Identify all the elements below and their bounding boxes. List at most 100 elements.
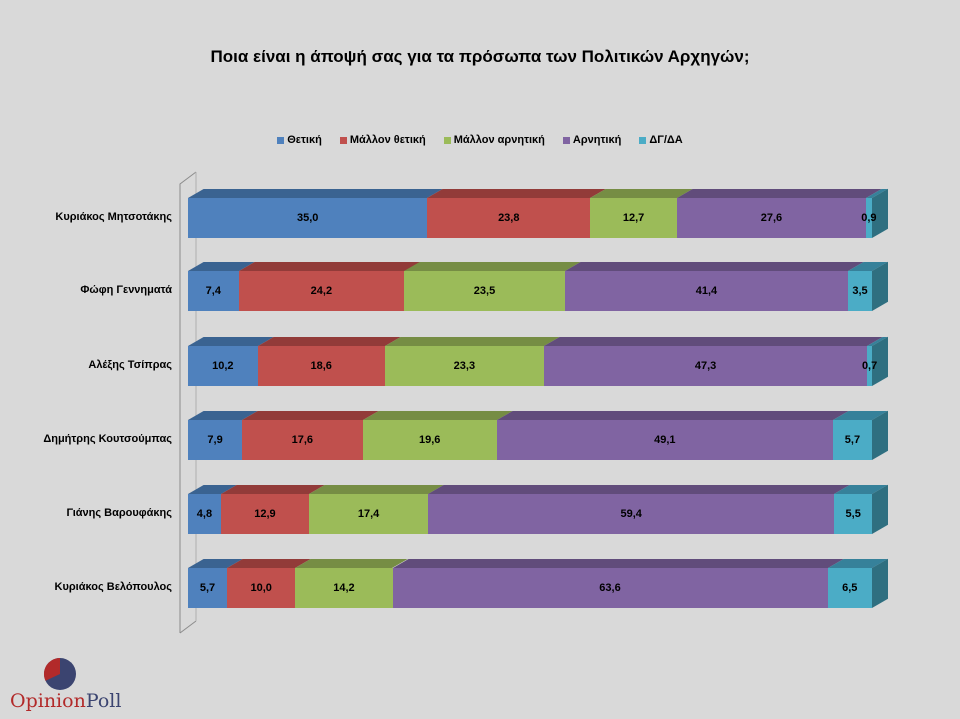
bar-top-face xyxy=(257,337,401,346)
bar-segment: 14,2 xyxy=(295,559,409,608)
legend-swatch-icon xyxy=(562,136,570,144)
data-label: 63,6 xyxy=(599,582,621,594)
bar-segment: 63,6 xyxy=(392,559,844,608)
bar-segment: 17,4 xyxy=(309,485,444,534)
category-label: Αλέξης Τσίπρας xyxy=(88,359,172,371)
bar-segment: 3,5 xyxy=(848,262,888,311)
legend-item: Μάλλον αρνητική xyxy=(443,134,545,146)
bar-top-face xyxy=(427,189,606,198)
bar-segment: 41,4 xyxy=(564,262,864,311)
bar-top-face xyxy=(404,262,581,271)
bar-segment: 27,6 xyxy=(677,189,882,238)
category-label: Κυριάκος Βελόπουλος xyxy=(54,581,172,593)
legend-item: ΔΓ/ΔΑ xyxy=(639,134,683,146)
legend-swatch-icon xyxy=(639,136,647,144)
bar-segment: 59,4 xyxy=(428,485,850,534)
data-label: 49,1 xyxy=(654,434,676,446)
data-label: 47,3 xyxy=(694,360,717,372)
data-label: 7,9 xyxy=(207,434,223,446)
legend-item: Μάλλον θετική xyxy=(339,134,426,146)
legend-swatch-icon xyxy=(443,136,451,144)
data-label: 24,2 xyxy=(310,285,333,297)
legend-label: Θετική xyxy=(287,134,322,146)
stacked-bar: 35,0 23,8 12,7 27,6 0,9 xyxy=(188,188,888,238)
stacked-bar: 7,4 24,2 23,5 41,4 3,5 xyxy=(188,261,888,311)
bar-top-face xyxy=(564,262,864,271)
bar-top-face xyxy=(295,559,409,568)
data-label: 5,7 xyxy=(199,582,216,594)
data-label: 27,6 xyxy=(760,212,783,224)
category-label: Γιάνης Βαρουφάκης xyxy=(66,507,172,519)
logo-text-opinion: Opinion xyxy=(10,690,86,712)
bar-top-face xyxy=(242,411,379,420)
bar-segment: 23,3 xyxy=(384,337,560,386)
bar-top-face xyxy=(238,262,420,271)
data-label: 6,5 xyxy=(842,582,858,594)
bar-segment: 0,9 xyxy=(861,189,888,238)
bar-top-face xyxy=(362,411,513,420)
bar-top-face xyxy=(392,559,844,568)
bar-top-face xyxy=(428,485,850,494)
bar-top-face xyxy=(496,411,849,420)
legend-item: Θετική xyxy=(277,134,322,146)
legend-label: Μάλλον θετική xyxy=(349,134,426,146)
data-label: 17,4 xyxy=(357,508,380,520)
data-label: 5,5 xyxy=(845,508,861,520)
bar-segment: 23,5 xyxy=(404,262,581,311)
bar-top-face xyxy=(309,485,444,494)
bar-segment: 7,9 xyxy=(188,411,258,460)
legend: Θετική Μάλλον θετική Μάλλον αρνητική Αρνητι… xyxy=(0,134,960,146)
stacked-bar: 7,9 17,6 19,6 49,1 5,7 xyxy=(188,410,888,460)
bar-segment: 12,7 xyxy=(590,189,693,238)
chart-title: Ποια είναι η άποψή σας για τα πρόσωπα τω… xyxy=(210,47,750,66)
bar-segment: 47,3 xyxy=(543,337,883,386)
data-label: 23,3 xyxy=(453,360,476,372)
data-label: 23,5 xyxy=(473,285,496,297)
bar-segment: 35,0 xyxy=(188,189,443,238)
bar-top-face xyxy=(384,337,560,346)
data-label: 41,4 xyxy=(695,285,718,297)
bar-segment: 19,6 xyxy=(362,411,513,460)
bar-segment: 17,6 xyxy=(242,411,379,460)
logo-text-poll: Poll xyxy=(85,690,122,712)
legend-item: Αρνητική xyxy=(562,134,622,146)
stacked-bar: 4,8 12,9 17,4 59,4 5,5 xyxy=(188,484,888,534)
data-label: 17,6 xyxy=(291,434,314,446)
data-label: 0,9 xyxy=(861,212,877,224)
data-label: 35,0 xyxy=(296,212,319,224)
stacked-bar: 10,2 18,6 23,3 47,3 0,7 xyxy=(188,336,888,386)
legend-swatch-icon xyxy=(277,136,285,144)
bar-segment: 10,0 xyxy=(226,559,311,608)
data-label: 19,6 xyxy=(418,434,441,446)
data-label: 10,0 xyxy=(250,582,272,594)
data-label: 23,8 xyxy=(498,212,520,224)
bar-top-face xyxy=(188,189,443,198)
legend-swatch-icon xyxy=(339,136,347,144)
bar-segment: 5,7 xyxy=(188,559,243,608)
data-label: 18,6 xyxy=(310,360,332,372)
data-label: 7,4 xyxy=(205,285,221,297)
data-label: 12,7 xyxy=(622,212,645,224)
data-label: 3,5 xyxy=(852,285,868,297)
category-label: Δημήτρης Κουτσούμπας xyxy=(43,433,172,445)
legend-label: Αρνητική xyxy=(572,134,622,146)
bar-segment: 23,8 xyxy=(427,189,606,238)
data-label: 5,7 xyxy=(844,434,861,446)
bar-segment: 6,5 xyxy=(827,559,888,608)
data-label: 59,4 xyxy=(620,508,642,520)
pie-logo-icon xyxy=(43,658,76,690)
bar-segment: 12,9 xyxy=(220,485,325,534)
bar-segment: 7,4 xyxy=(188,262,255,311)
bar-segment: 24,2 xyxy=(238,262,420,311)
bar-segment: 18,6 xyxy=(257,337,401,386)
bar-segment: 0,7 xyxy=(862,337,888,386)
bar-top-face xyxy=(543,337,883,346)
legend-label: Μάλλον αρνητική xyxy=(453,134,545,146)
category-label: Κυριάκος Μητσοτάκης xyxy=(55,211,172,223)
stacked-bar: 5,7 10,0 14,2 63,6 6,5 xyxy=(188,558,888,608)
bar-segment: 49,1 xyxy=(496,411,849,460)
bar-top-face xyxy=(677,189,882,198)
data-label: 4,8 xyxy=(196,508,213,520)
bar-segment: 5,5 xyxy=(834,485,888,534)
